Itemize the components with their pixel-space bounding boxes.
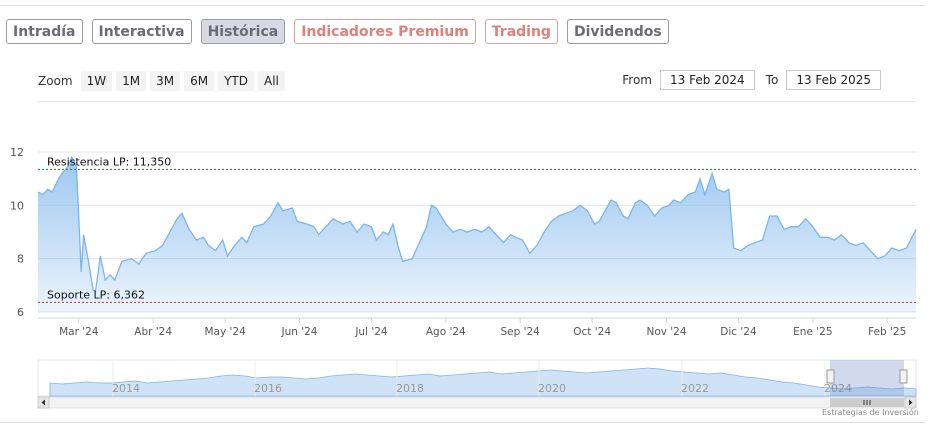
chart-tabs: Intradía Interactiva Histórica Indicador… [6, 19, 669, 44]
x-tick-label: Jul '24 [354, 326, 388, 338]
navigator-labels: 2014 2016 2018 2020 2022 2024 [112, 360, 852, 396]
navigator-area [49, 367, 917, 397]
bottom-border [0, 422, 925, 423]
navigator-handle-left[interactable] [826, 369, 835, 384]
x-tick-label: Dic '24 [720, 326, 757, 338]
from-date-input[interactable]: 13 Feb 2024 [659, 70, 755, 90]
scrollbar-track[interactable] [37, 396, 917, 409]
x-tick-label: Ago '24 [426, 326, 466, 338]
x-tick-label: Nov '24 [646, 326, 686, 338]
tab-interactiva[interactable]: Interactiva [91, 19, 192, 44]
navigator-year-label: 2022 [681, 382, 709, 395]
navigator-year-label: 2016 [254, 382, 282, 395]
x-axis: Mar '24 Abr '24 May '24 Jun '24 Jul '24 Ago '… [59, 318, 906, 338]
levels: Resistencia LP: 11,350 Soporte LP: 6,362 [38, 155, 916, 303]
zoom-1m-button[interactable]: 1M [116, 71, 147, 91]
zoom-label: Zoom [38, 74, 73, 88]
navigator-year-label: 2020 [538, 382, 566, 395]
navigator-handle-right[interactable] [899, 369, 908, 384]
zoom-all-button[interactable]: All [258, 71, 285, 91]
credit-label: Estrategias de Inversión [822, 408, 919, 417]
navigator-year-label: 2024 [824, 382, 852, 395]
x-tick-label: Abr '24 [134, 326, 172, 338]
price-line [37, 155, 917, 292]
tab-dividendos[interactable]: Dividendos [566, 19, 669, 44]
y-tick-label: 6 [17, 306, 24, 319]
y-tick-label: 12 [10, 146, 24, 159]
x-tick-label: Mar '24 [59, 326, 99, 338]
grip-icon [863, 400, 871, 405]
zoom-1w-button[interactable]: 1W [80, 71, 113, 91]
x-tick-label: Ene '25 [793, 326, 832, 338]
x-tick-label: Jun '24 [280, 326, 317, 338]
top-border [0, 5, 925, 6]
date-range: From 13 Feb 2024 To 13 Feb 2025 [622, 70, 881, 90]
x-tick-label: May '24 [204, 326, 246, 338]
x-tick-label: Feb '25 [868, 326, 906, 338]
support-label: Soporte LP: 6,362 [47, 288, 145, 301]
header-separator [38, 101, 916, 102]
y-tick-label: 8 [17, 253, 24, 266]
navigator-year-label: 2014 [112, 382, 140, 395]
zoom-3m-button[interactable]: 3M [150, 71, 181, 91]
x-tick-label: Sep '24 [500, 326, 540, 338]
from-label: From [622, 73, 652, 87]
tab-trading[interactable]: Trading [484, 19, 558, 44]
zoom-ytd-button[interactable]: YTD [218, 71, 254, 91]
zoom-6m-button[interactable]: 6M [184, 71, 215, 91]
y-tick-label: 10 [10, 199, 24, 212]
arrow-right-icon [909, 399, 913, 406]
tab-historica[interactable]: Histórica [200, 19, 286, 44]
tab-intradia[interactable]: Intradía [6, 19, 83, 44]
resistance-label: Resistencia LP: 11,350 [47, 155, 171, 168]
y-axis: 12 10 8 6 [10, 146, 24, 319]
to-label: To [765, 73, 779, 87]
navigator-year-label: 2018 [396, 382, 424, 395]
tab-indicadores-premium[interactable]: Indicadores Premium [294, 19, 476, 44]
navigator-selection[interactable] [830, 360, 904, 396]
arrow-left-icon [41, 399, 45, 406]
price-area [38, 157, 916, 312]
x-tick-label: Oct '24 [573, 326, 611, 338]
to-date-input[interactable]: 13 Feb 2025 [786, 70, 881, 90]
zoom-selector: Zoom 1W 1M 3M 6M YTD All [38, 71, 285, 91]
